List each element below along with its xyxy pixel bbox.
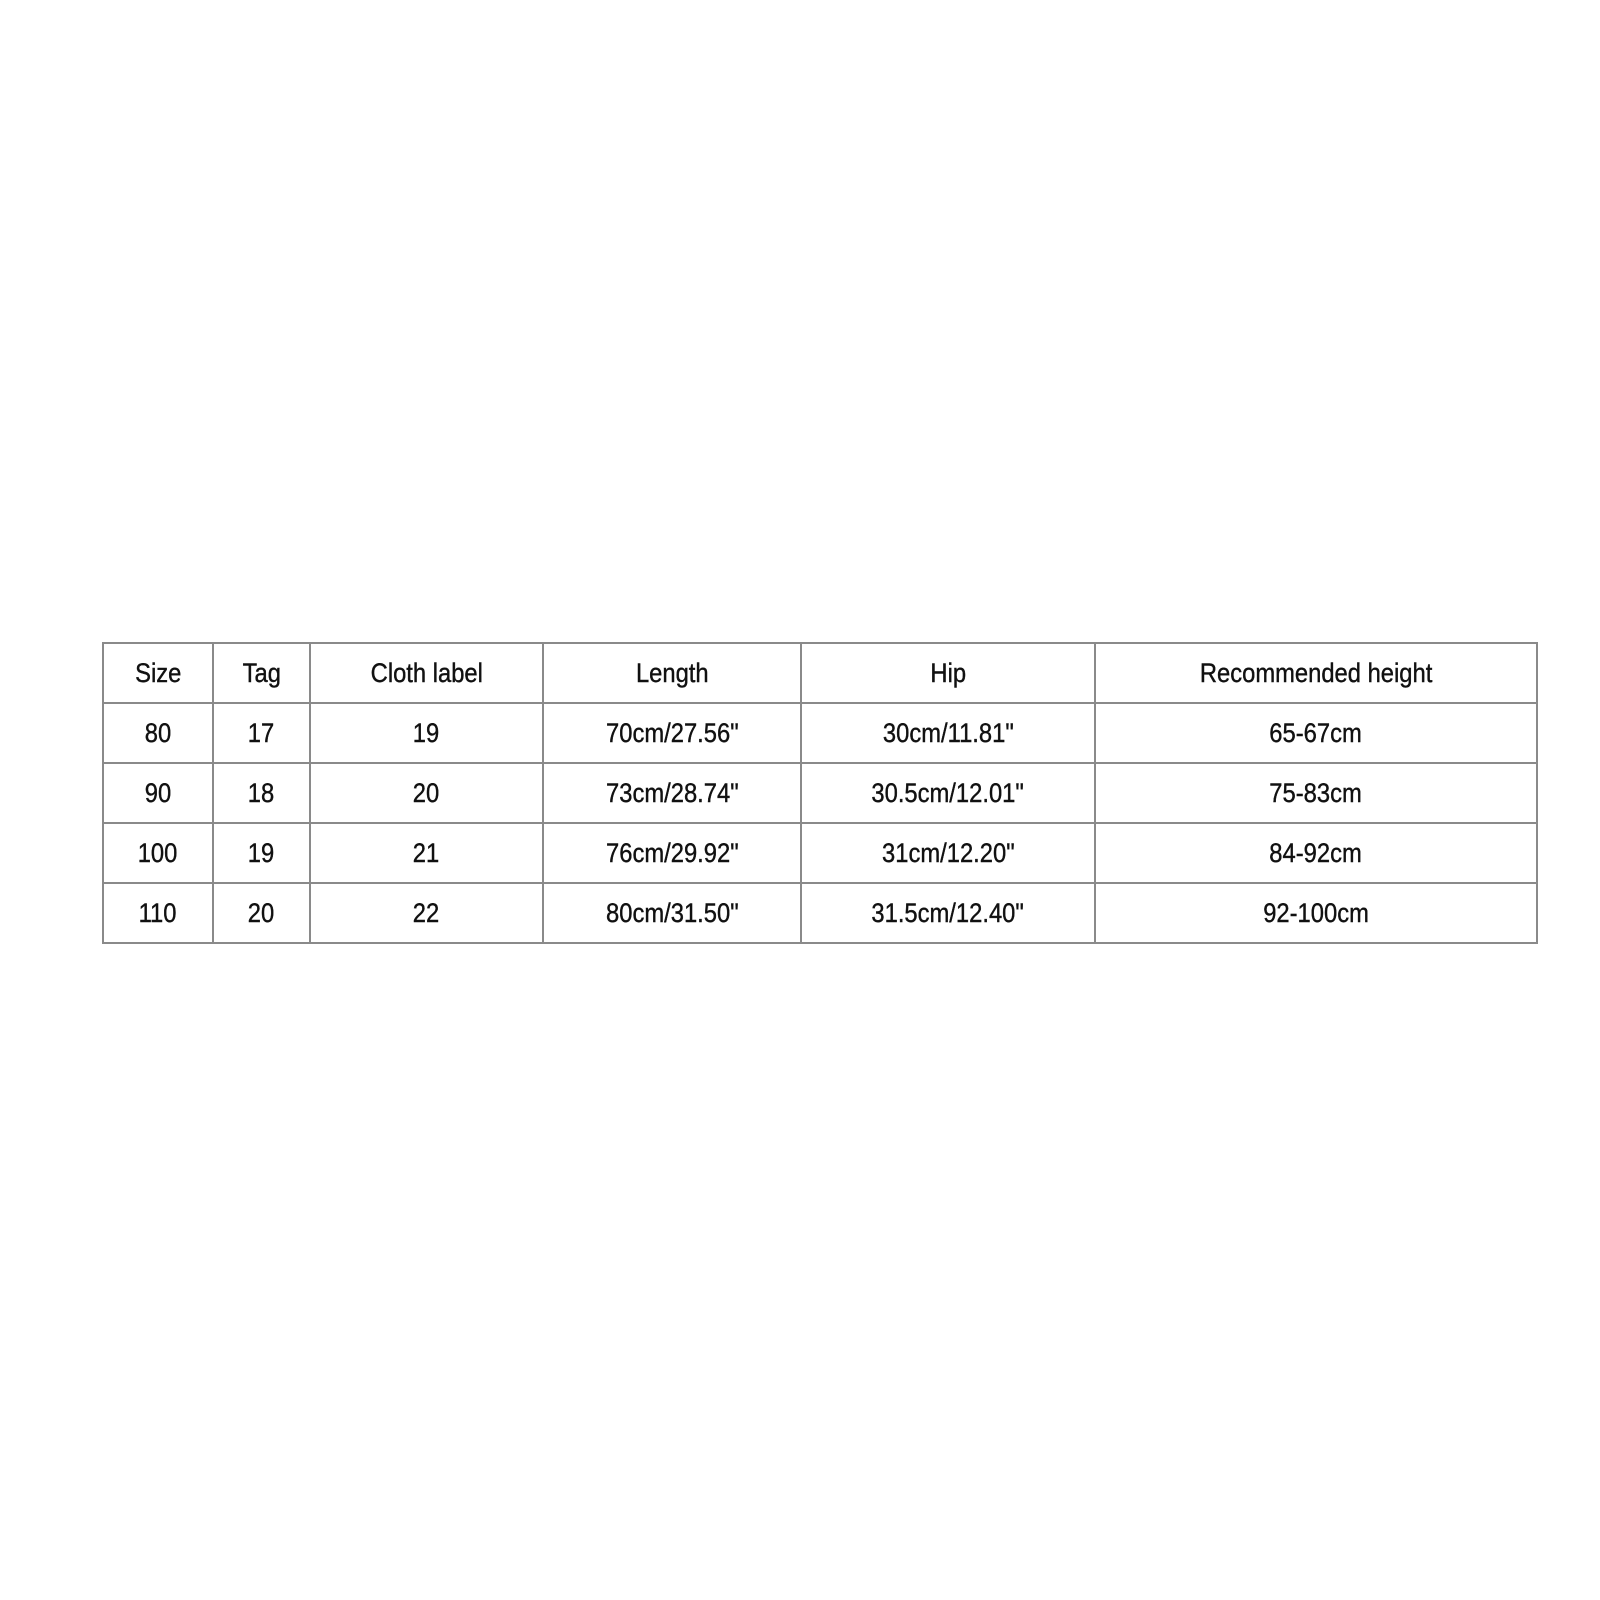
- cell-value: 75-83cm: [1269, 777, 1363, 808]
- column-header: Length: [542, 642, 802, 704]
- column-header-label: Size: [134, 657, 182, 688]
- table-cell: 30cm/11.81": [800, 702, 1096, 764]
- table-cell: 31cm/12.20": [800, 822, 1096, 884]
- cell-value: 19: [413, 717, 440, 748]
- table-cell: 21: [309, 822, 544, 884]
- cell-value: 76cm/29.92": [605, 837, 739, 868]
- header-row: Size Tag Cloth label Length Hip Recommended h…: [102, 642, 1538, 704]
- table-cell: 20: [212, 882, 311, 944]
- cell-value: 19: [248, 837, 275, 868]
- cell-value: 20: [413, 777, 440, 808]
- cell-value: 22: [413, 897, 440, 928]
- table-row: 90 18 20 73cm/28.74" 30.5cm/12.01" 75-83cm: [102, 762, 1538, 824]
- table-cell: 80: [102, 702, 214, 764]
- cell-value: 80: [144, 717, 172, 748]
- table-cell: 90: [102, 762, 214, 824]
- cell-value: 21: [413, 837, 440, 868]
- column-header: Tag: [212, 642, 311, 704]
- cell-value: 65-67cm: [1269, 717, 1363, 748]
- cell-value: 80cm/31.50": [605, 897, 739, 928]
- cell-value: 30.5cm/12.01": [871, 777, 1025, 808]
- table-cell: 92-100cm: [1094, 882, 1538, 944]
- cell-value: 31cm/12.20": [881, 837, 1015, 868]
- cell-value: 31.5cm/12.40": [871, 897, 1025, 928]
- column-header: Cloth label: [309, 642, 544, 704]
- column-header: Size: [102, 642, 214, 704]
- table-cell: 110: [102, 882, 214, 944]
- cell-value: 18: [248, 777, 275, 808]
- table-cell: 100: [102, 822, 214, 884]
- cell-value: 90: [144, 777, 172, 808]
- column-header: Hip: [800, 642, 1096, 704]
- cell-value: 84-92cm: [1269, 837, 1363, 868]
- size-chart-table: Size Tag Cloth label Length Hip Recommended h…: [102, 642, 1538, 944]
- table-cell: 18: [212, 762, 311, 824]
- table-cell: 19: [212, 822, 311, 884]
- table-row: 100 19 21 76cm/29.92" 31cm/12.20" 84-92cm: [102, 822, 1538, 884]
- table-row: 110 20 22 80cm/31.50" 31.5cm/12.40" 92-100cm: [102, 882, 1538, 944]
- table-cell: 80cm/31.50": [542, 882, 802, 944]
- cell-value: 110: [139, 897, 177, 928]
- table-cell: 73cm/28.74": [542, 762, 802, 824]
- column-header-label: Cloth label: [370, 657, 483, 688]
- cell-value: 20: [248, 897, 275, 928]
- table-cell: 22: [309, 882, 544, 944]
- table-cell: 76cm/29.92": [542, 822, 802, 884]
- table-cell: 20: [309, 762, 544, 824]
- table-row: 80 17 19 70cm/27.56" 30cm/11.81" 65-67cm: [102, 702, 1538, 764]
- table-cell: 84-92cm: [1094, 822, 1538, 884]
- table-cell: 31.5cm/12.40": [800, 882, 1096, 944]
- table-cell: 75-83cm: [1094, 762, 1538, 824]
- cell-value: 100: [138, 837, 178, 868]
- cell-value: 30cm/11.81": [882, 717, 1014, 748]
- column-header: Recommended height: [1094, 642, 1538, 704]
- column-header-label: Recommended height: [1199, 657, 1433, 688]
- cell-value: 17: [248, 717, 275, 748]
- table-cell: 17: [212, 702, 311, 764]
- cell-value: 73cm/28.74": [605, 777, 739, 808]
- column-header-label: Length: [635, 657, 709, 688]
- table-cell: 65-67cm: [1094, 702, 1538, 764]
- cell-value: 92-100cm: [1263, 897, 1369, 928]
- table-cell: 19: [309, 702, 544, 764]
- table-cell: 70cm/27.56": [542, 702, 802, 764]
- column-header-label: Tag: [242, 657, 281, 688]
- cell-value: 70cm/27.56": [605, 717, 739, 748]
- table-cell: 30.5cm/12.01": [800, 762, 1096, 824]
- column-header-label: Hip: [930, 657, 966, 688]
